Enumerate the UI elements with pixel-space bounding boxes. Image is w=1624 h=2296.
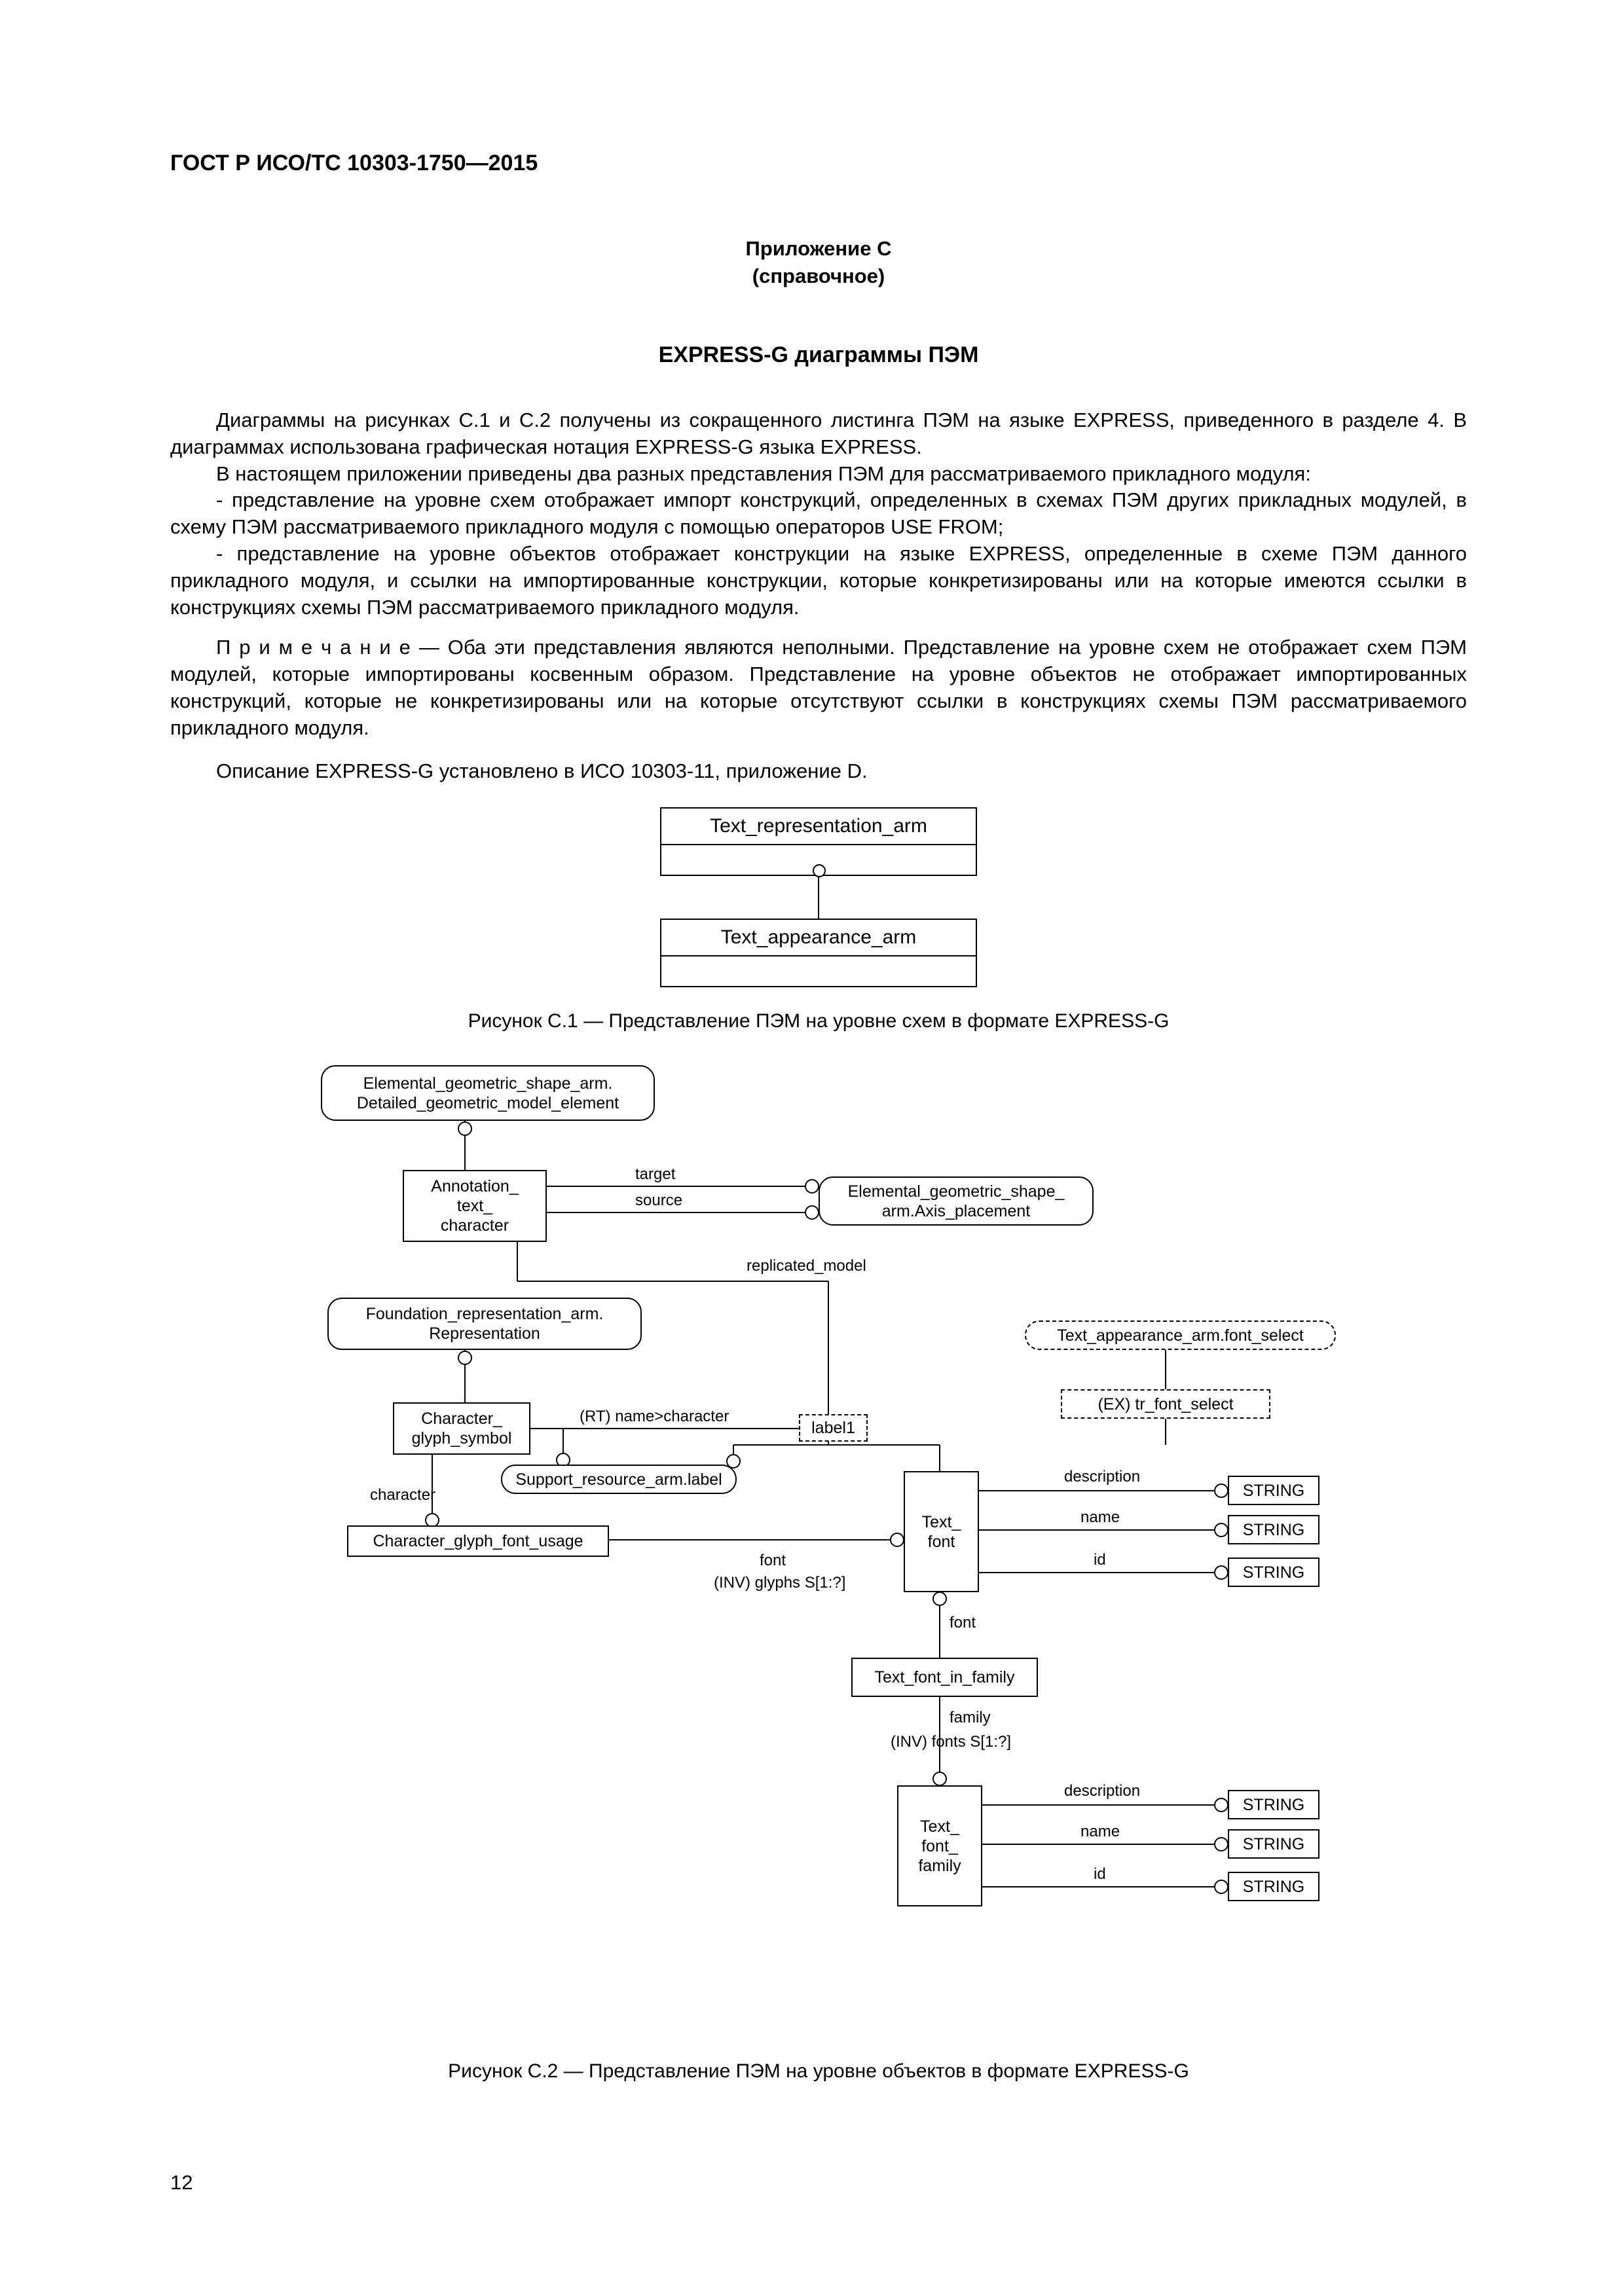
node-string-4: STRING bbox=[1228, 1790, 1320, 1819]
label-font-2: font bbox=[950, 1614, 976, 1632]
figure-c1: Text_representation_arm Text_appearance_… bbox=[648, 807, 989, 987]
label-source: source bbox=[635, 1192, 682, 1210]
figure-c2: Elemental_geometric_shape_arm.Detailed_g… bbox=[242, 1055, 1395, 2037]
node-cgfu: Character_glyph_font_usage bbox=[347, 1525, 609, 1557]
paragraph-1: Диаграммы на рисунках C.1 и C.2 получены… bbox=[170, 407, 1467, 461]
label-desc-2: description bbox=[1064, 1782, 1140, 1800]
node-cgs: Character_glyph_symbol bbox=[393, 1402, 530, 1455]
node-tff: Text_font_family bbox=[897, 1785, 982, 1906]
node-string-6: STRING bbox=[1228, 1872, 1320, 1901]
node-egsa-dgme: Elemental_geometric_shape_arm.Detailed_g… bbox=[321, 1065, 655, 1121]
page-number: 12 bbox=[170, 2171, 193, 2195]
label-id-1: id bbox=[1094, 1551, 1106, 1569]
appendix-title: Приложение C (справочное) bbox=[170, 235, 1467, 290]
label-character: character bbox=[370, 1486, 435, 1504]
body-text: Диаграммы на рисунках C.1 и C.2 получены… bbox=[170, 407, 1467, 621]
node-string-3: STRING bbox=[1228, 1558, 1320, 1587]
label-family: family bbox=[950, 1709, 991, 1727]
node-axis: Elemental_geometric_shape_arm.Axis_place… bbox=[819, 1176, 1094, 1226]
node-tfif: Text_font_in_family bbox=[851, 1658, 1038, 1697]
paragraph-5: Описание EXPRESS-G установлено в ИСО 103… bbox=[170, 758, 1467, 785]
section-title: EXPRESS-G диаграммы ПЭМ bbox=[170, 342, 1467, 368]
label-name-2: name bbox=[1080, 1823, 1120, 1841]
label-rt-name: (RT) name>character bbox=[580, 1408, 729, 1426]
node-foundation: Foundation_representation_arm.Representa… bbox=[327, 1298, 642, 1350]
paragraph-2: В настоящем приложении приведены два раз… bbox=[170, 461, 1467, 488]
schema-connector bbox=[818, 876, 819, 919]
figure-c2-caption: Рисунок C.2 — Представление ПЭМ на уровн… bbox=[170, 2060, 1467, 2083]
label-id-2: id bbox=[1094, 1865, 1106, 1884]
note-block: П р и м е ч а н и е — Оба эти представле… bbox=[170, 634, 1467, 742]
node-font-select: Text_appearance_arm.font_select bbox=[1025, 1321, 1336, 1350]
label-inv-fonts: (INV) fonts S[1:?] bbox=[891, 1733, 1011, 1751]
node-string-1: STRING bbox=[1228, 1476, 1320, 1505]
schema-top-name: Text_representation_arm bbox=[661, 809, 976, 845]
note-text: П р и м е ч а н и е — Оба эти представле… bbox=[170, 634, 1467, 742]
node-label1: label1 bbox=[799, 1414, 868, 1442]
node-ex-font-select: (EX) tr_font_select bbox=[1061, 1389, 1270, 1419]
appendix-line1: Приложение C bbox=[746, 237, 892, 260]
paragraph-3: - представление на уровне схем отображае… bbox=[170, 487, 1467, 541]
label-desc-1: description bbox=[1064, 1468, 1140, 1486]
node-sral: Support_resource_arm.label bbox=[501, 1465, 737, 1494]
label-replicated-model: replicated_model bbox=[747, 1257, 866, 1275]
node-string-2: STRING bbox=[1228, 1515, 1320, 1544]
label-target: target bbox=[635, 1165, 675, 1184]
schema-bottom-name: Text_appearance_arm bbox=[661, 920, 976, 957]
body-text-2: Описание EXPRESS-G установлено в ИСО 103… bbox=[170, 758, 1467, 785]
node-annotation: Annotation_text_character bbox=[403, 1170, 547, 1242]
schema-bottom-body bbox=[661, 957, 976, 986]
schema-bottom-box: Text_appearance_arm bbox=[660, 919, 977, 987]
figure-c1-caption: Рисунок C.1 — Представление ПЭМ на уровн… bbox=[170, 1010, 1467, 1032]
label-font: font bbox=[760, 1552, 786, 1570]
page: ГОСТ Р ИСО/ТС 10303-1750—2015 Приложение… bbox=[0, 0, 1624, 2296]
label-inv-glyphs: (INV) glyphs S[1:?] bbox=[714, 1574, 845, 1592]
paragraph-4: - представление на уровне объектов отобр… bbox=[170, 541, 1467, 621]
node-string-5: STRING bbox=[1228, 1829, 1320, 1859]
document-header: ГОСТ Р ИСО/ТС 10303-1750—2015 bbox=[170, 151, 1467, 176]
node-text-font: Text_font bbox=[904, 1471, 979, 1592]
label-name-1: name bbox=[1080, 1508, 1120, 1527]
appendix-line2: (справочное) bbox=[752, 264, 885, 287]
